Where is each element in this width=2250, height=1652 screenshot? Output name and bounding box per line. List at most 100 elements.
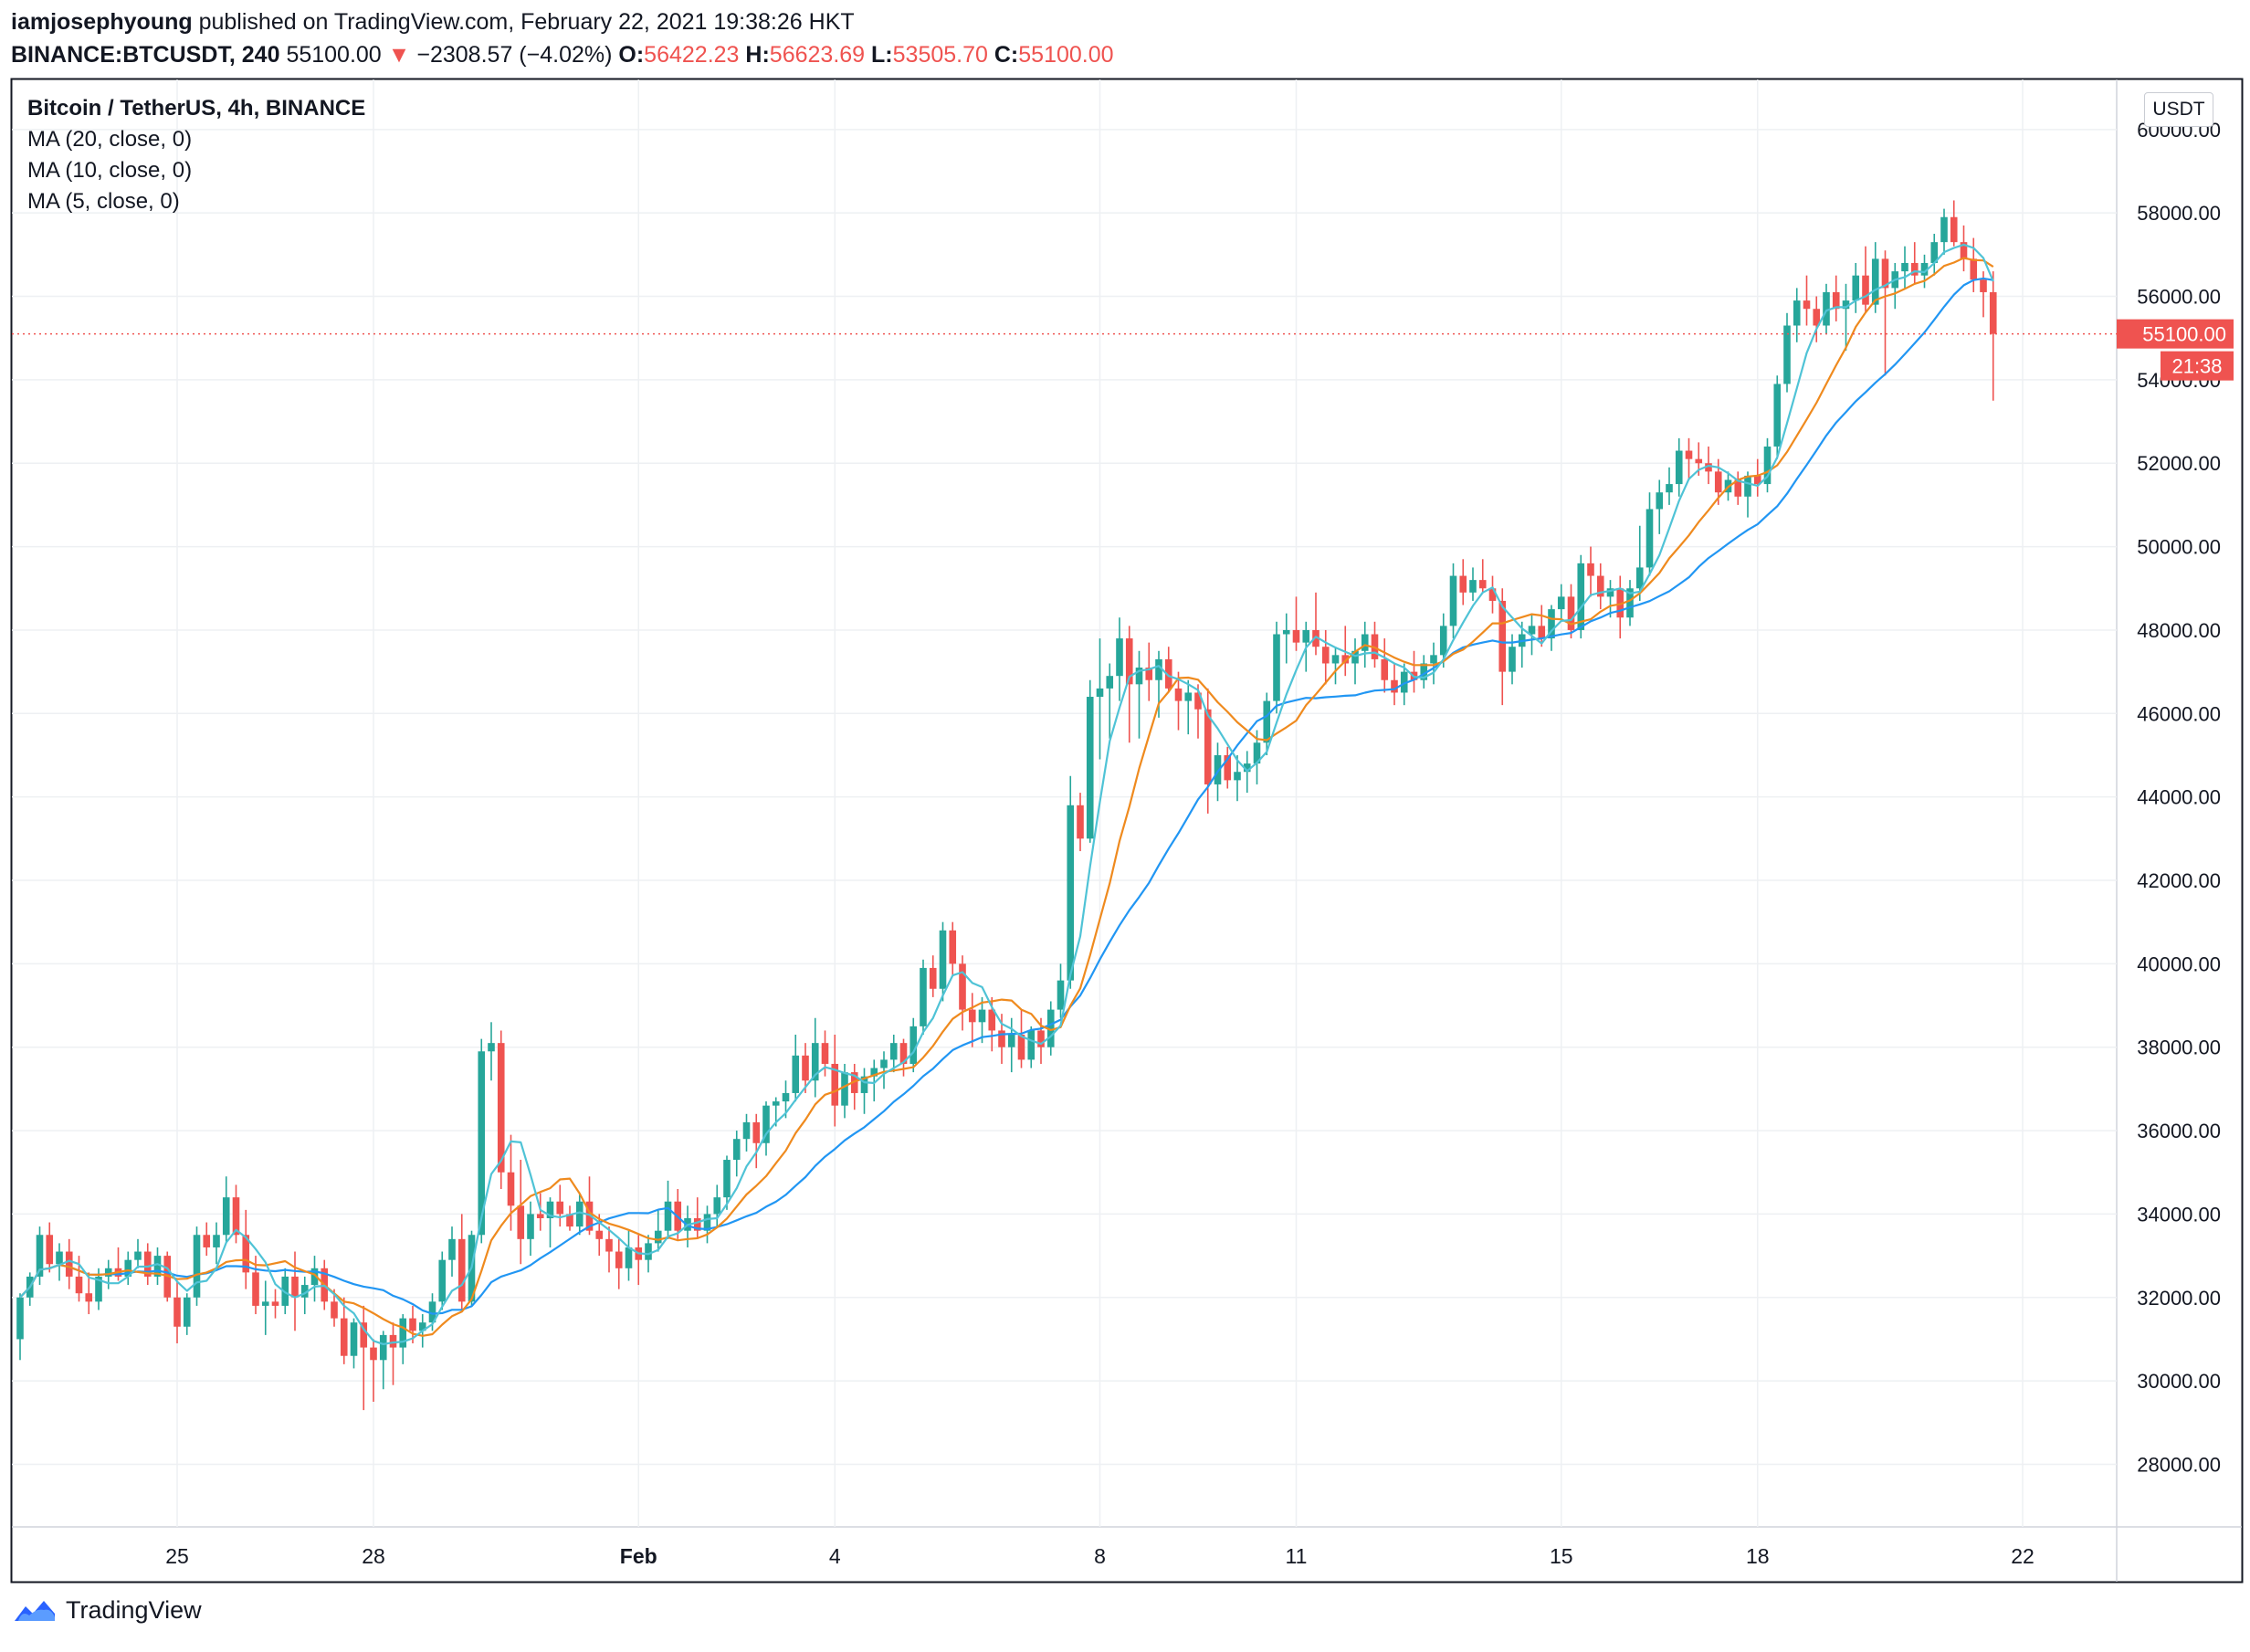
candle-up bbox=[1842, 300, 1850, 310]
candle-down bbox=[536, 1214, 544, 1218]
candle-down bbox=[252, 1272, 259, 1306]
candle-up bbox=[1901, 262, 1908, 272]
legend-ma20[interactable]: MA (20, close, 0) bbox=[27, 127, 193, 152]
candle-down bbox=[1832, 291, 1840, 310]
candle-up bbox=[527, 1214, 534, 1239]
candle-up bbox=[1243, 763, 1251, 773]
x-tick-label: Feb bbox=[620, 1544, 657, 1568]
candle-up bbox=[909, 1026, 918, 1064]
candle-down bbox=[85, 1293, 93, 1302]
y-tick-label: 38000.00 bbox=[2137, 1036, 2221, 1059]
high-value: 56623.69 bbox=[769, 42, 866, 68]
ohlc-line: BINANCE:BTCUSDT, 240 55100.00 ▼ −2308.57… bbox=[11, 38, 1114, 71]
brand-name: TradingView bbox=[66, 1596, 202, 1624]
ma10-line[interactable] bbox=[19, 257, 1994, 1337]
candle-up bbox=[350, 1322, 358, 1356]
candle-up bbox=[1214, 754, 1222, 784]
candle-down bbox=[693, 1217, 701, 1231]
candle-up bbox=[1871, 258, 1879, 305]
candle-down bbox=[1587, 563, 1594, 576]
y-tick-label: 30000.00 bbox=[2137, 1370, 2221, 1393]
candle-up bbox=[183, 1297, 191, 1327]
legend-ma10[interactable]: MA (10, close, 0) bbox=[27, 158, 193, 183]
candle-down bbox=[1813, 309, 1821, 326]
candle-up bbox=[1469, 580, 1477, 593]
candle-up bbox=[1930, 242, 1939, 263]
candle-up bbox=[772, 1101, 780, 1106]
candle-down bbox=[1381, 658, 1389, 680]
candle-up bbox=[153, 1256, 162, 1277]
ma20-line[interactable] bbox=[19, 277, 1993, 1315]
x-tick-label: 11 bbox=[1286, 1544, 1308, 1568]
candle-up bbox=[645, 1243, 652, 1260]
chart-header: iamjosephyoung published on TradingView.… bbox=[11, 5, 1114, 71]
x-tick-label: 4 bbox=[829, 1544, 841, 1568]
candle-down bbox=[1164, 658, 1172, 689]
candle-up bbox=[1635, 567, 1644, 589]
candle-down bbox=[1391, 679, 1398, 693]
candle-up bbox=[1263, 700, 1271, 743]
candle-up bbox=[920, 967, 927, 1026]
candle-down bbox=[1037, 1030, 1045, 1047]
candle-down bbox=[1292, 629, 1300, 643]
last-price-badge[interactable] bbox=[2117, 319, 2234, 349]
candle-up bbox=[546, 1201, 554, 1218]
candle-up bbox=[16, 1297, 24, 1340]
candle-up bbox=[124, 1259, 132, 1277]
publish-line: iamjosephyoung published on TradingView.… bbox=[11, 5, 1114, 38]
x-tick-label: 15 bbox=[1550, 1544, 1573, 1568]
author-name[interactable]: iamjosephyoung bbox=[11, 9, 193, 35]
candle-up bbox=[1282, 629, 1290, 635]
close-value: 55100.00 bbox=[1018, 42, 1114, 68]
y-tick-label: 44000.00 bbox=[2137, 786, 2221, 809]
candle-down bbox=[802, 1055, 809, 1081]
candle-down bbox=[370, 1347, 377, 1361]
candle-up bbox=[742, 1121, 751, 1140]
low-value: 53505.70 bbox=[892, 42, 988, 68]
candle-up bbox=[1920, 262, 1929, 276]
candle-up bbox=[1823, 291, 1830, 326]
legend-ma5[interactable]: MA (5, close, 0) bbox=[27, 189, 180, 214]
candle-up bbox=[841, 1072, 848, 1106]
candle-up bbox=[1155, 658, 1162, 680]
y-tick-label: 36000.00 bbox=[2137, 1120, 2221, 1142]
candle-up bbox=[1027, 1030, 1036, 1060]
candle-up bbox=[1528, 626, 1536, 635]
candle-up bbox=[300, 1285, 309, 1298]
candle-down bbox=[998, 1030, 1005, 1047]
candle-up bbox=[1106, 676, 1114, 689]
x-tick-label: 28 bbox=[362, 1544, 385, 1568]
candle-down bbox=[929, 967, 937, 989]
candle-up bbox=[1645, 509, 1654, 568]
candle-up bbox=[1253, 742, 1261, 764]
candle-down bbox=[331, 1301, 338, 1319]
candle-down bbox=[1538, 626, 1546, 639]
candle-up bbox=[880, 1059, 888, 1068]
candle-up bbox=[1783, 325, 1791, 384]
candle-up bbox=[478, 1051, 486, 1236]
candle-up bbox=[1420, 663, 1428, 680]
candle-up bbox=[1852, 275, 1860, 301]
candle-down bbox=[1488, 588, 1497, 601]
candle-up bbox=[134, 1251, 142, 1260]
currency-badge[interactable]: USDT bbox=[2144, 92, 2213, 127]
ma5-line[interactable] bbox=[19, 243, 1994, 1346]
y-tick-label: 50000.00 bbox=[2137, 536, 2221, 559]
candle-up bbox=[95, 1276, 102, 1302]
candle-down bbox=[1862, 275, 1869, 305]
candle-up bbox=[1057, 980, 1065, 1010]
candle-down bbox=[850, 1072, 858, 1093]
legend-title[interactable]: Bitcoin / TetherUS, 4h, BINANCE bbox=[27, 96, 366, 121]
candle-up bbox=[56, 1251, 63, 1265]
candle-down bbox=[1478, 580, 1487, 589]
symbol-label: BINANCE:BTCUSDT, 240 bbox=[11, 42, 280, 68]
candle-up bbox=[870, 1068, 878, 1077]
candle-up bbox=[723, 1160, 731, 1198]
x-tick-label: 18 bbox=[1746, 1544, 1770, 1568]
candle-up bbox=[625, 1247, 633, 1268]
candle-up bbox=[811, 1043, 819, 1081]
candle-up bbox=[1773, 384, 1782, 447]
candle-down bbox=[585, 1201, 594, 1231]
